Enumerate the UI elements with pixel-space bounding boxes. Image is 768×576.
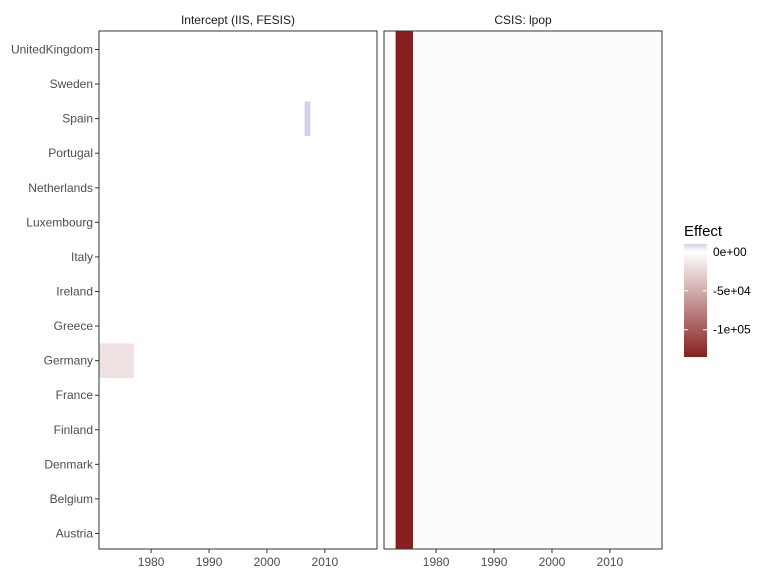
y-tick-label: Netherlands (28, 181, 93, 195)
y-tick-label: Portugal (48, 146, 93, 160)
x-tick-label: 2000 (254, 555, 281, 569)
y-tick-label: Austria (56, 527, 94, 541)
legend-title: Effect (684, 223, 723, 240)
y-tick-label: France (56, 388, 94, 402)
legend-label: 0e+00 (713, 245, 747, 259)
panel-title-csis: CSIS: lpop (494, 13, 552, 27)
x-tick-label: 2010 (312, 555, 339, 569)
heat-cell (304, 101, 311, 136)
legend-ticks: 0e+00 -5e+04 -1e+05 (684, 245, 751, 337)
legend-colorbar (684, 244, 707, 357)
x-tick-label: 1980 (423, 555, 450, 569)
y-tick-label: Luxembourg (26, 215, 93, 229)
cells-intercept (99, 101, 311, 378)
legend-label: -1e+05 (713, 323, 751, 337)
x-tick-label: 1990 (196, 555, 223, 569)
panel-area-csis (384, 31, 662, 549)
heat-cell (99, 343, 134, 378)
y-tick-label: Germany (44, 354, 93, 368)
y-tick-label: Ireland (56, 285, 93, 299)
panel-title-intercept: Intercept (IIS, FESIS) (181, 13, 295, 27)
y-axis: UnitedKingdom Sweden Spain Portugal Netherla… (11, 43, 99, 541)
y-tick-label: Italy (71, 250, 93, 264)
legend-label: -5e+04 (713, 284, 751, 298)
panel-border-csis (383, 30, 663, 550)
panel-border-intercept (98, 30, 378, 550)
cells-csis (395, 31, 413, 549)
y-tick-label: Finland (54, 423, 93, 437)
heat-cell (395, 31, 413, 549)
x-tick-label: 1990 (481, 555, 508, 569)
legend: Effect 0e+00 -5e+04 -1e+05 (684, 223, 751, 357)
panel-area-intercept (99, 31, 377, 549)
x-tick-label: 1980 (138, 555, 165, 569)
panel-csis: CSIS: lpop (383, 13, 663, 550)
y-tick-label: Greece (54, 319, 94, 333)
y-tick-label: Spain (62, 112, 93, 126)
y-tick-label: Denmark (44, 457, 94, 471)
y-tick-label: Sweden (50, 77, 93, 91)
panel-intercept: Intercept (IIS, FESIS) (98, 13, 378, 550)
y-tick-label: Belgium (50, 492, 93, 506)
y-tick-label: UnitedKingdom (11, 43, 93, 57)
x-tick-label: 2000 (539, 555, 566, 569)
x-tick-label: 2010 (597, 555, 624, 569)
x-axis: 1980 1990 2000 2010 1980 1990 2000 2010 (138, 549, 624, 569)
